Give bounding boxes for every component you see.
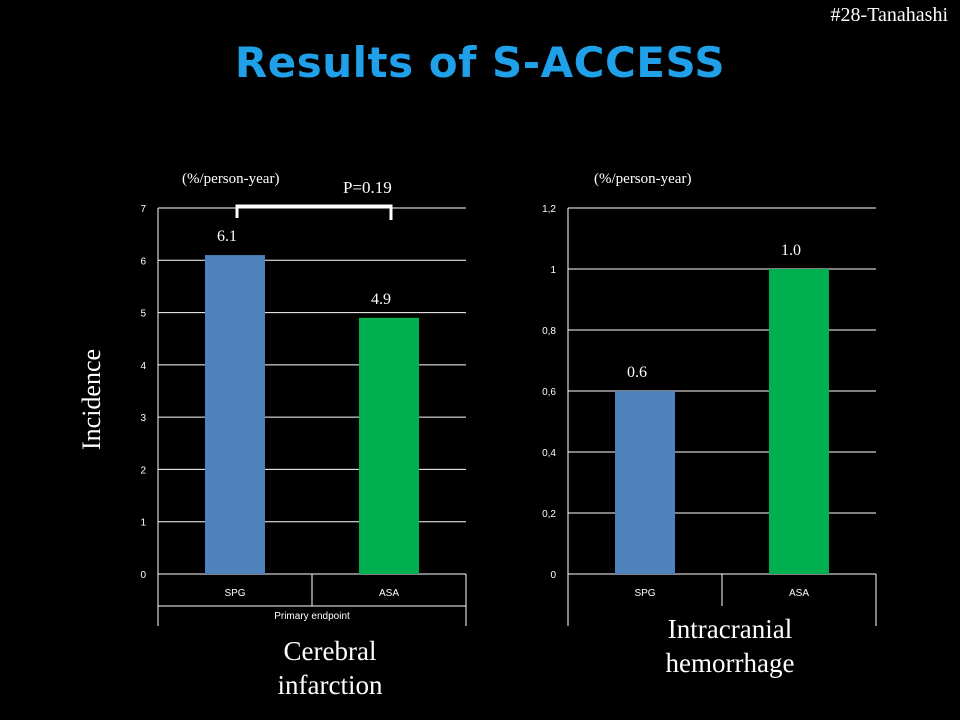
chart2-caption: Intracranial hemorrhage	[630, 612, 830, 680]
chart2-tick-label: 1	[550, 265, 556, 276]
chart2-unit-label: (%/person-year)	[594, 171, 692, 187]
chart1-tick-label: 4	[140, 361, 146, 372]
chart2-tick-label: 0,2	[542, 509, 556, 520]
chart1-data-label: 4.9	[371, 291, 391, 308]
chart2-tick-label: 0,6	[542, 387, 556, 398]
chart2-tick-label: 0,4	[542, 448, 556, 459]
chart1-group-label: Primary endpoint	[274, 611, 350, 622]
chart1-tick-label: 1	[140, 518, 146, 529]
chart1-unit-label: (%/person-year)	[182, 171, 280, 187]
chart2-data-label: 1.0	[781, 242, 801, 259]
chart2-tick-label: 0	[550, 570, 556, 581]
chart1-tick-label: 7	[140, 204, 146, 215]
chart1-caption-line1: Cerebral	[283, 636, 377, 666]
chart2-data-label: 0.6	[627, 364, 647, 381]
chart2-caption-line2: hemorrhage	[665, 648, 795, 678]
chart1-significance-bracket	[235, 204, 393, 220]
chart2-tick-label: 1,2	[542, 204, 556, 215]
chart1-caption-line2: infarction	[277, 670, 383, 700]
chart1-data-label: 6.1	[217, 228, 237, 245]
chart1-tick-label: 5	[140, 309, 146, 320]
chart1-caption: Cerebral infarction	[230, 634, 430, 702]
presenter-tag: #28-Tanahashi	[830, 4, 948, 26]
chart2-category-label: ASA	[789, 588, 809, 599]
chart2-category-label: SPG	[634, 588, 655, 599]
chart1-category-label: ASA	[379, 588, 399, 599]
chart1-tick-label: 2	[140, 465, 146, 476]
chart1-bar-spg	[205, 255, 265, 575]
chart1-tick-label: 6	[140, 256, 146, 267]
p-value-annotation: P=0.19	[343, 178, 392, 197]
chart2-tick-label: 0,8	[542, 326, 556, 337]
chart1-tick-label: 3	[140, 413, 146, 424]
chart1-tick-label: 0	[140, 570, 146, 581]
chart1-category-label: SPG	[224, 588, 245, 599]
chart2-bar-spg	[615, 391, 675, 574]
chart2-caption-line1: Intracranial	[667, 614, 793, 644]
chart1-bar-asa	[359, 317, 419, 574]
slide-title: Results of S-ACCESS	[234, 38, 726, 87]
chart2-bar-asa	[769, 269, 829, 574]
